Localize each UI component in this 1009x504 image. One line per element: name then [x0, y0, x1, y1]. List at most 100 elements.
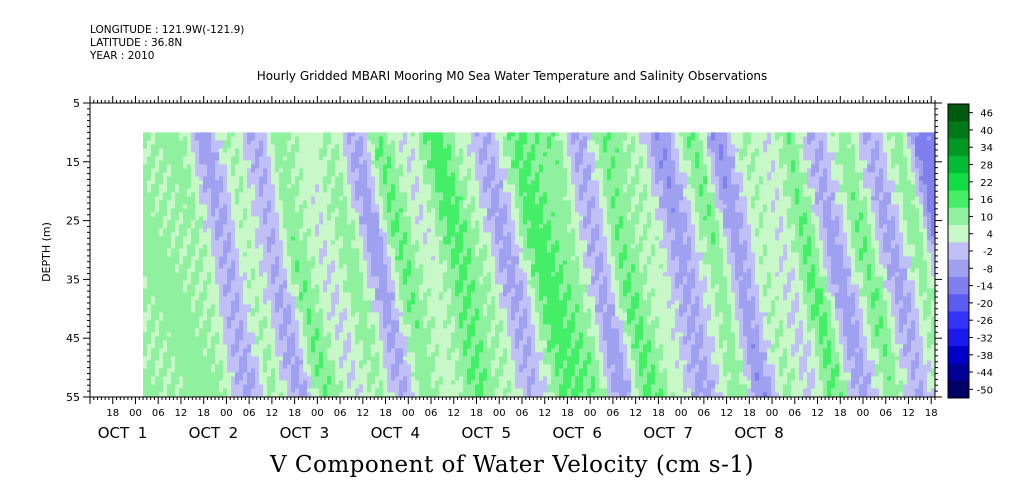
heat-cell	[219, 172, 224, 177]
heat-cell	[575, 172, 580, 177]
heat-cell	[303, 232, 308, 237]
heat-cell	[931, 160, 936, 165]
heat-cell	[755, 164, 760, 169]
heat-cell	[491, 208, 496, 213]
heat-cell	[215, 216, 220, 221]
heat-cell	[483, 200, 488, 205]
year-label: YEAR : 2010	[90, 50, 155, 62]
heat-cell	[267, 140, 272, 145]
heat-cell	[843, 228, 848, 233]
heat-cell	[163, 212, 168, 217]
heat-cell	[899, 168, 904, 173]
heat-cell	[371, 188, 376, 193]
heat-cell	[639, 204, 644, 209]
heat-cell	[571, 160, 576, 165]
heat-cell	[503, 140, 508, 145]
heat-cell	[551, 160, 556, 165]
heat-cell	[723, 208, 728, 213]
heat-cell	[571, 188, 576, 193]
heat-cell	[675, 136, 680, 141]
heat-cell	[755, 176, 760, 181]
heat-cell	[499, 204, 504, 209]
heat-cell	[711, 188, 716, 193]
heat-cell	[395, 172, 400, 177]
heat-cell	[299, 148, 304, 153]
heat-cell	[751, 224, 756, 229]
heat-cell	[735, 144, 740, 149]
heat-cell	[651, 144, 656, 149]
heat-cell	[431, 200, 436, 205]
heat-cell	[571, 172, 576, 177]
heat-cell	[171, 156, 176, 161]
heat-cell	[215, 204, 220, 209]
heat-cell	[459, 140, 464, 145]
heat-cell	[551, 136, 556, 141]
heat-cell	[851, 132, 856, 137]
heat-cell	[799, 156, 804, 161]
heat-cell	[703, 164, 708, 169]
heat-cell	[599, 192, 604, 197]
heat-cell	[671, 220, 676, 225]
heat-cell	[419, 160, 424, 165]
heat-cell	[339, 176, 344, 181]
heat-cell	[623, 228, 628, 233]
heat-cell	[359, 200, 364, 205]
heat-cell	[467, 172, 472, 177]
heat-cell	[291, 156, 296, 161]
heat-cell	[491, 144, 496, 149]
heat-cell	[323, 132, 328, 137]
heat-cell	[655, 180, 660, 185]
heat-cell	[195, 144, 200, 149]
heat-cell	[883, 168, 888, 173]
heat-cell	[207, 208, 212, 213]
heat-cell	[559, 220, 564, 225]
heat-cell	[459, 180, 464, 185]
heat-cell	[147, 148, 152, 153]
heat-cell	[675, 192, 680, 197]
heat-cell	[803, 200, 808, 205]
heat-cell	[367, 184, 372, 189]
heat-cell	[355, 216, 360, 221]
heat-cell	[611, 220, 616, 225]
heat-cell	[183, 196, 188, 201]
heat-cell	[411, 224, 416, 229]
heat-cell	[375, 208, 380, 213]
heat-cell	[159, 192, 164, 197]
heat-cell	[179, 168, 184, 173]
heat-cell	[351, 192, 356, 197]
heat-cell	[407, 184, 412, 189]
heat-cell	[631, 200, 636, 205]
heat-cell	[791, 156, 796, 161]
heat-cell	[567, 148, 572, 153]
heat-cell	[471, 144, 476, 149]
heat-cell	[595, 136, 600, 141]
heat-cell	[767, 168, 772, 173]
heat-cell	[875, 132, 880, 137]
heat-cell	[427, 228, 432, 233]
heat-cell	[663, 220, 668, 225]
heat-cell	[815, 212, 820, 217]
heat-cell	[859, 164, 864, 169]
heat-cell	[623, 192, 628, 197]
heat-cell	[835, 220, 840, 225]
heat-cell	[715, 224, 720, 229]
heat-cell	[607, 152, 612, 157]
heat-cell	[551, 184, 556, 189]
heat-cell	[567, 200, 572, 205]
heat-cell	[559, 136, 564, 141]
heat-cell	[403, 172, 408, 177]
heat-cell	[207, 140, 212, 145]
heat-cell	[719, 220, 724, 225]
heat-cell	[323, 148, 328, 153]
heat-cell	[507, 144, 512, 149]
heat-cell	[619, 132, 624, 137]
heat-cell	[667, 156, 672, 161]
heat-cell	[323, 184, 328, 189]
heat-cell	[551, 152, 556, 157]
heat-cell	[695, 200, 700, 205]
heat-cell	[671, 188, 676, 193]
heat-cell	[883, 216, 888, 221]
heat-cell	[735, 228, 740, 233]
heat-cell	[627, 224, 632, 229]
heat-cell	[511, 184, 516, 189]
